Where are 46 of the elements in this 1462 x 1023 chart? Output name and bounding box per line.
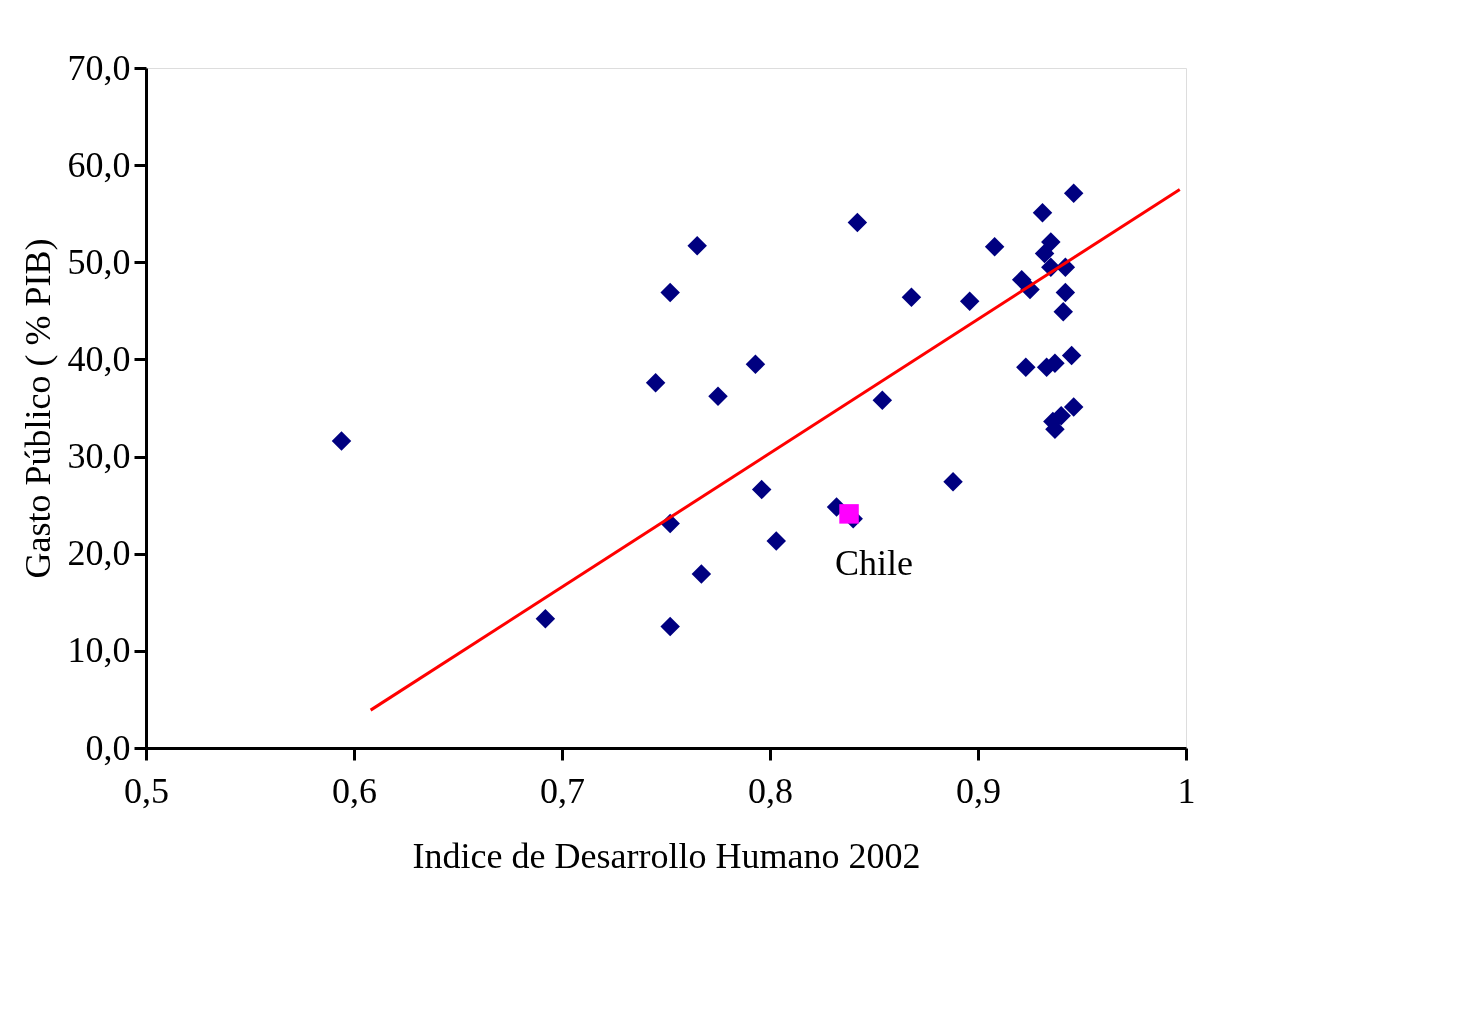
point [984,237,1005,257]
point [1063,397,1084,417]
x-tick-label: 0,5 [124,770,169,811]
y-tick-label: 50,0 [67,241,131,282]
point [687,236,707,256]
point [1016,357,1036,377]
y-tick-label: 10,0 [67,630,131,671]
x-tick-label: 1 [1177,770,1196,811]
point [691,564,712,584]
point [872,390,893,410]
point [847,212,868,233]
point [1045,353,1065,374]
point [1041,232,1061,252]
point [660,616,680,637]
x-tick-label: 0,8 [748,770,793,811]
x-axis-title: Indice de Desarrollo Humano 2002 [412,835,921,876]
point [943,472,963,492]
y-tick-label: 0,0 [85,727,131,768]
point [766,531,786,551]
y-axis-title: Gasto Público ( % PIB) [17,238,58,579]
x-tick-label: 0,6 [332,770,377,811]
point [331,431,352,451]
point [751,479,772,500]
x-tick-label: 0,7 [540,770,585,811]
y-tick-label: 30,0 [67,436,131,477]
point [1055,282,1076,303]
y-tick-label: 20,0 [67,533,131,574]
point [1053,302,1074,322]
point [839,504,859,524]
annotation: Chile [835,542,914,583]
point [1034,243,1055,264]
y-tick-label: 60,0 [67,144,131,185]
point [1011,270,1032,290]
x-tick-label: 0,9 [956,770,1001,811]
point [645,373,666,393]
y-tick-label: 70,0 [67,47,131,88]
y-tick-label: 40,0 [67,338,131,379]
point [901,287,922,307]
point [959,291,980,311]
point [535,609,556,629]
point [1061,345,1082,366]
point [745,354,766,375]
point [708,386,728,407]
point [1063,183,1084,204]
point [1032,203,1053,223]
point [660,282,680,303]
